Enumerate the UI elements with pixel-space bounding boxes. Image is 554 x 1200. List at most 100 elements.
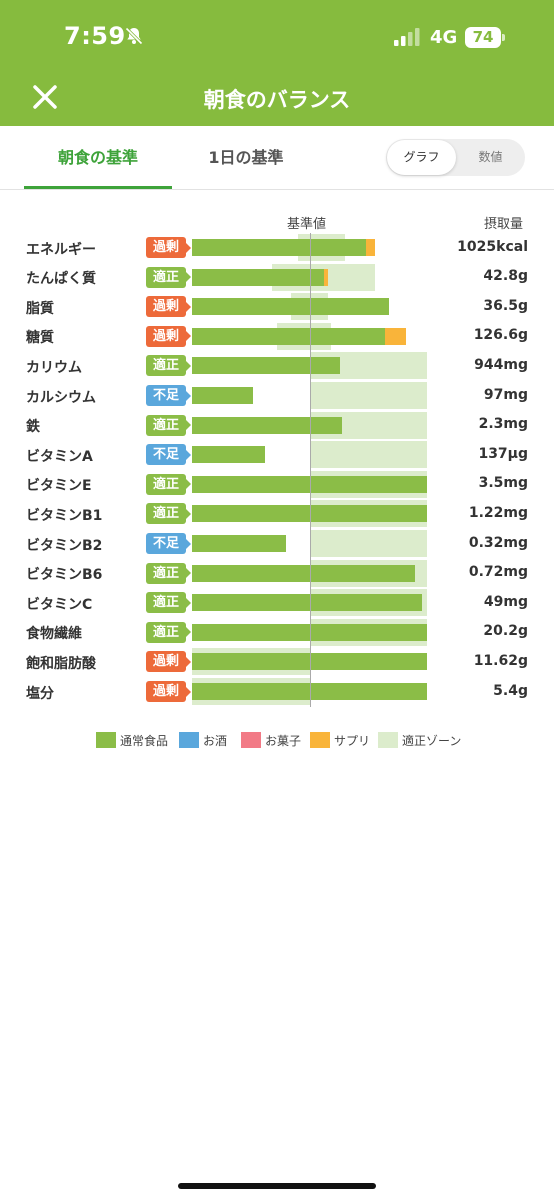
nutrient-name: 食物繊維 bbox=[26, 626, 82, 643]
intake-bar bbox=[192, 387, 254, 404]
legend-label: 通常食品 bbox=[120, 734, 169, 748]
supplement-bar bbox=[384, 327, 406, 345]
intake-bar bbox=[192, 564, 416, 582]
supplement-bar bbox=[323, 268, 329, 286]
intake-value: 0.32mg bbox=[468, 534, 528, 551]
intake-bar bbox=[192, 357, 341, 375]
legend-swatch bbox=[241, 732, 261, 748]
intake-bar bbox=[192, 327, 385, 345]
reference-line bbox=[310, 233, 311, 707]
badge-pointer bbox=[186, 627, 191, 638]
status-bar: 7:59 4G 74 bbox=[0, 0, 554, 70]
intake-bar bbox=[192, 623, 427, 641]
badge-pointer bbox=[186, 242, 191, 253]
status-badge: 不足 bbox=[146, 385, 191, 406]
nutrient-name: 飽和脂肪酸 bbox=[26, 655, 96, 672]
intake-value: 11.62g bbox=[473, 652, 528, 669]
nutrient-chart: エネルギー 過剰 1025kcal たんぱく質 適正 42.8g 脂質 過剰 36.5g 糖質 過剰… bbox=[26, 234, 528, 705]
badge-pointer bbox=[186, 360, 191, 371]
nutrient-name: 塩分 bbox=[26, 685, 54, 702]
status-badge: 過剰 bbox=[146, 237, 191, 258]
home-indicator[interactable] bbox=[178, 1183, 376, 1189]
intake-value: 0.72mg bbox=[468, 564, 528, 581]
status-badge: 適正 bbox=[146, 621, 191, 643]
intake-value: 5.4g bbox=[493, 682, 528, 699]
status-badge: 過剰 bbox=[146, 296, 191, 318]
nutrient-name: カリウム bbox=[26, 359, 82, 376]
badge-pointer bbox=[186, 479, 191, 490]
legend-swatch bbox=[310, 732, 330, 748]
legend-swatch bbox=[96, 732, 116, 748]
intake-bar bbox=[192, 594, 423, 612]
intake-bar bbox=[192, 505, 427, 523]
intake-bar bbox=[192, 475, 427, 493]
tab-bar: 朝食の基準 1日の基準 bbox=[0, 126, 554, 190]
legend-label: サプリ bbox=[334, 734, 371, 748]
intake-value: 1025kcal bbox=[457, 238, 528, 255]
nutrient-name: ビタミンE bbox=[26, 478, 92, 495]
reference-header: 基準値 bbox=[287, 217, 327, 232]
tab-daily-standard[interactable]: 1日の基準 bbox=[208, 148, 284, 167]
legend-label: お菓子 bbox=[265, 734, 302, 748]
intake-bar bbox=[192, 535, 286, 552]
intake-bar bbox=[192, 683, 427, 700]
intake-value: 97mg bbox=[483, 386, 528, 403]
legend: 通常食品 お酒 お菓子 サプリ 適正ゾーン bbox=[0, 731, 554, 751]
intake-value: 36.5g bbox=[483, 297, 528, 314]
battery-icon: 74 bbox=[465, 27, 505, 48]
intake-value: 1.22mg bbox=[468, 504, 528, 521]
status-badge: 適正 bbox=[146, 355, 191, 377]
badge-pointer bbox=[186, 301, 191, 312]
battery-level: 74 bbox=[472, 28, 494, 46]
badge-pointer bbox=[186, 686, 191, 697]
intake-bar bbox=[192, 416, 343, 434]
intake-bar bbox=[192, 446, 265, 464]
tab-breakfast-standard[interactable]: 朝食の基準 bbox=[24, 126, 172, 189]
badge-pointer bbox=[186, 538, 191, 549]
close-icon[interactable] bbox=[30, 82, 60, 112]
bell-muted-icon bbox=[125, 27, 143, 45]
intake-value: 2.3mg bbox=[478, 416, 528, 433]
nutrient-name: ビタミンA bbox=[26, 448, 93, 465]
intake-value: 49mg bbox=[483, 593, 528, 610]
proper-zone bbox=[309, 530, 427, 557]
badge-pointer bbox=[186, 331, 191, 342]
intake-value: 944mg bbox=[474, 356, 528, 373]
legend-swatch bbox=[378, 732, 398, 748]
intake-bar bbox=[192, 268, 324, 286]
status-badge: 適正 bbox=[146, 473, 191, 495]
status-badge: 適正 bbox=[146, 592, 191, 614]
status-badge: 不足 bbox=[146, 533, 191, 554]
nutrient-name: ビタミンC bbox=[26, 596, 93, 613]
status-time: 7:59 bbox=[64, 22, 126, 50]
proper-zone bbox=[309, 441, 427, 469]
nutrient-name: エネルギー bbox=[26, 241, 96, 258]
nutrient-name: ビタミンB2 bbox=[26, 537, 103, 554]
intake-bar bbox=[192, 298, 390, 316]
toggle-number-button[interactable]: 数値 bbox=[478, 150, 503, 164]
network-type: 4G bbox=[430, 27, 458, 48]
badge-pointer bbox=[186, 568, 191, 579]
status-badge: 過剰 bbox=[146, 325, 191, 347]
nutrient-name: カルシウム bbox=[26, 389, 96, 406]
intake-bar bbox=[192, 653, 427, 671]
nutrient-name: 糖質 bbox=[26, 330, 54, 347]
status-badge: 不足 bbox=[146, 444, 191, 466]
view-toggle: グラフ 数値 bbox=[386, 139, 525, 176]
intake-value: 3.5mg bbox=[478, 475, 528, 492]
toggle-graph-button[interactable]: グラフ bbox=[387, 140, 456, 175]
intake-value: 137µg bbox=[478, 445, 528, 462]
nutrient-name: ビタミンB6 bbox=[26, 567, 103, 584]
nutrient-name: 脂質 bbox=[26, 300, 54, 317]
intake-header: 摂取量 bbox=[484, 217, 524, 232]
intake-bar bbox=[192, 239, 366, 256]
badge-pointer bbox=[186, 420, 191, 431]
status-badge: 過剰 bbox=[146, 681, 191, 702]
status-badge: 適正 bbox=[146, 503, 191, 525]
badge-pointer bbox=[186, 508, 191, 519]
legend-swatch bbox=[179, 732, 199, 748]
nutrient-name: 鉄 bbox=[26, 419, 40, 436]
status-badge: 適正 bbox=[146, 562, 191, 584]
badge-pointer bbox=[186, 272, 191, 283]
legend-label: お酒 bbox=[203, 734, 228, 748]
